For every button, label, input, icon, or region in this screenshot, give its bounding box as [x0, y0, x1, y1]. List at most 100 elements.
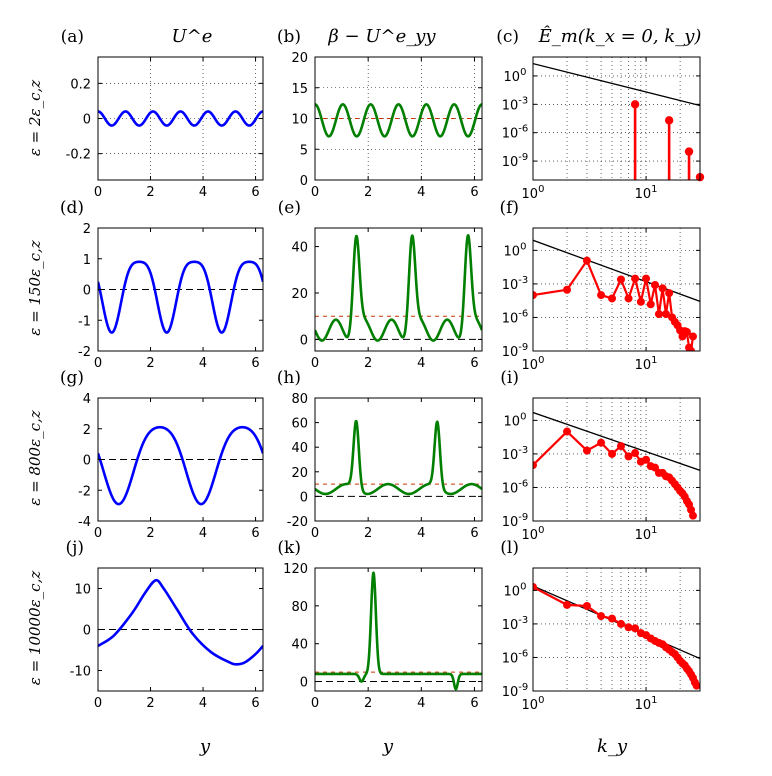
data-point: [665, 289, 674, 298]
x-axis-label-col2: y: [382, 736, 394, 757]
y-tick-label: 10-3: [502, 275, 529, 293]
x-tick-label: 100: [522, 525, 545, 543]
panel-label: (e): [278, 198, 301, 218]
plot-area: [315, 57, 482, 180]
data-point: [608, 294, 617, 303]
x-tick-label: 0: [94, 526, 102, 541]
panel-label: (b): [277, 27, 301, 47]
y-tick-label: 0: [83, 113, 91, 128]
y-tick-label: 10-9: [502, 682, 529, 700]
panel-label: (a): [61, 27, 84, 47]
data-point: [631, 274, 640, 283]
panel-label: (i): [500, 368, 519, 388]
y-tick-label: 10-3: [502, 615, 529, 633]
data-point: [651, 280, 660, 289]
x-tick-label: 6: [251, 696, 259, 711]
x-tick-label: 2: [364, 696, 372, 711]
y-tick-label: 80: [291, 392, 308, 407]
y-tick-label: 10-9: [502, 342, 529, 360]
x-axis-label-col1: y: [199, 736, 211, 757]
data-point: [630, 100, 640, 109]
row-label-3: ε = 800ε_c,z: [26, 410, 44, 506]
panel-i: (i) 100 101 100 10-3 10-6 10-9: [500, 368, 701, 543]
x-tick-label: 4: [417, 696, 425, 711]
series-line: [315, 419, 482, 496]
data-point: [624, 294, 633, 303]
x-tick-label: 6: [251, 185, 259, 200]
data-point: [608, 449, 617, 458]
data-point: [646, 300, 655, 309]
y-tick-label: 0: [83, 454, 91, 469]
y-tick-label: 100: [504, 67, 527, 85]
data-point: [642, 274, 651, 283]
column-title-1: U^e: [172, 26, 213, 47]
data-point: [616, 442, 625, 451]
x-tick-label: 100: [522, 695, 545, 713]
y-tick-label: 10-6: [502, 124, 529, 142]
panel-a: (a) 0 2 4 6 -0.2 0 0.2: [61, 27, 264, 200]
data-point: [616, 619, 625, 628]
plot-area: [315, 419, 482, 497]
x-tick-label: 0: [94, 356, 102, 371]
series-line: [533, 586, 698, 687]
x-tick-label: 101: [635, 695, 658, 713]
panel-label: (j): [65, 538, 84, 558]
power-law-line: [533, 411, 700, 471]
y-tick-label: 1: [83, 253, 91, 268]
panel-label: (k): [277, 538, 301, 558]
series-line: [533, 258, 695, 351]
y-tick-label: -2: [78, 484, 91, 499]
y-tick-label: 4: [83, 392, 91, 407]
data-point: [563, 427, 572, 436]
series-line: [98, 110, 263, 127]
y-tick-label: 0: [83, 624, 91, 639]
y-tick-label: 0: [300, 333, 308, 348]
y-tick-label: 10-6: [502, 308, 529, 326]
x-tick-label: 2: [146, 356, 154, 371]
axes-frame: [314, 227, 483, 352]
y-tick-label: 0: [300, 676, 308, 691]
plot-area: [533, 228, 700, 351]
y-tick-label: -20: [287, 515, 308, 530]
x-tick-label: 101: [635, 355, 658, 373]
y-tick-label: -10: [70, 665, 91, 680]
data-point: [608, 614, 617, 623]
x-tick-label: 0: [311, 696, 319, 711]
panel-g: (g) 0 2 4 6 -4 -2 0 2 4: [60, 368, 264, 541]
y-tick-label: 10-9: [502, 512, 529, 530]
x-tick-label: 2: [146, 185, 154, 200]
x-tick-label: 4: [199, 356, 207, 371]
x-tick-label: 4: [417, 185, 425, 200]
y-tick-label: 5: [300, 143, 308, 158]
y-tick-label: 0: [300, 174, 308, 189]
panel-label: (d): [60, 198, 84, 218]
row-label-4: ε = 10000ε_c,z: [26, 571, 44, 686]
data-point: [631, 624, 640, 633]
y-tick-label: 20: [291, 287, 308, 302]
axes-frame: [314, 397, 483, 522]
panel-f: (f) 100 101 100 10-3 10-6 10-9: [499, 198, 701, 373]
plot-area: [315, 571, 482, 691]
data-point: [597, 438, 606, 447]
axes-frame: [532, 56, 701, 181]
x-tick-label: 101: [635, 525, 658, 543]
axes-frame: [532, 397, 701, 522]
series-line: [98, 425, 263, 506]
y-tick-label: 10-6: [502, 478, 529, 496]
y-tick-label: 120: [283, 562, 308, 577]
column-title-3: Ê_m(k_x = 0, k_y): [538, 24, 702, 47]
data-point: [688, 332, 697, 341]
x-tick-label: 2: [146, 696, 154, 711]
data-point: [654, 310, 663, 319]
data-point: [533, 461, 537, 470]
data-point: [682, 328, 691, 337]
row-label-1: ε = 2ε_c,z: [26, 80, 44, 156]
y-tick-label: 100: [504, 411, 527, 429]
data-point: [692, 681, 700, 690]
data-point: [624, 452, 633, 461]
panel-c: (c) 100 101 100 10-3 10-6 10-9: [496, 27, 705, 202]
y-tick-label: 100: [504, 581, 527, 599]
series-line: [98, 260, 263, 334]
